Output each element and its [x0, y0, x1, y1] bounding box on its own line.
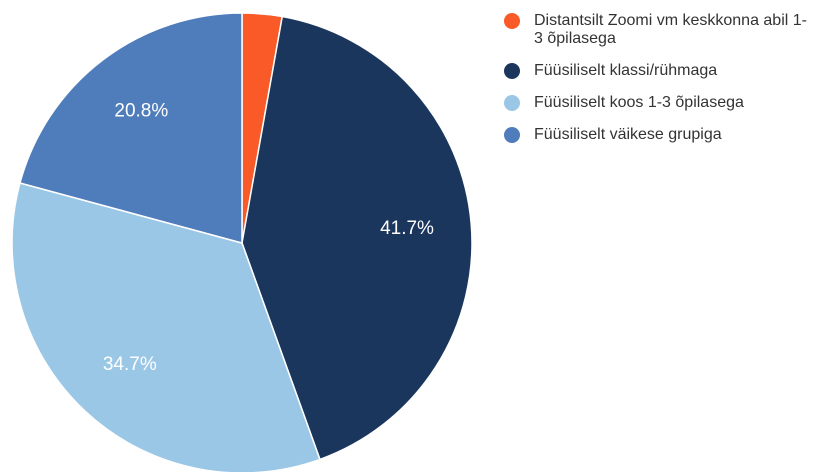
slice-label: 20.8% — [114, 101, 168, 122]
legend-label: Füüsiliselt koos 1-3 õpilasega — [534, 94, 744, 111]
legend-swatch — [504, 63, 520, 79]
legend: Distantsilt Zoomi vm keskkonna abil 1-3 … — [504, 12, 810, 158]
slice-label: 41.7% — [380, 218, 434, 239]
pie-slice — [11, 182, 321, 472]
pie-slice — [19, 12, 243, 244]
legend-label: Füüsiliselt klassi/rühmaga — [534, 62, 718, 79]
legend-item: Füüsiliselt koos 1-3 õpilasega — [504, 94, 810, 112]
legend-swatch — [504, 13, 520, 29]
legend-label: Füüsiliselt väikese grupiga — [534, 126, 722, 143]
legend-swatch — [504, 95, 520, 111]
legend-item: Distantsilt Zoomi vm keskkonna abil 1-3 … — [504, 12, 810, 48]
legend-swatch — [504, 127, 520, 143]
legend-item: Füüsiliselt väikese grupiga — [504, 126, 810, 144]
legend-item: Füüsiliselt klassi/rühmaga — [504, 62, 810, 80]
slice-label: 34.7% — [103, 354, 157, 375]
legend-label: Distantsilt Zoomi vm keskkonna abil 1-3 … — [534, 12, 807, 47]
pie-slice — [241, 15, 473, 461]
